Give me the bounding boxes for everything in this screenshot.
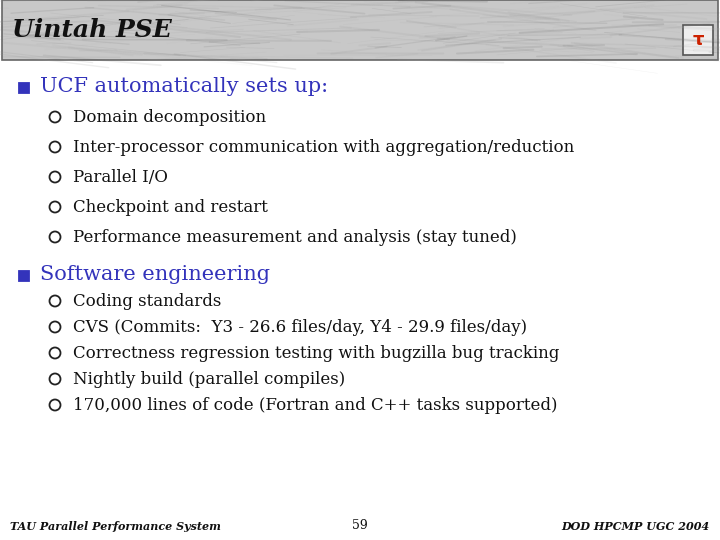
FancyBboxPatch shape: [19, 83, 29, 93]
Text: Coding standards: Coding standards: [73, 293, 221, 309]
Text: Inter-processor communication with aggregation/reduction: Inter-processor communication with aggre…: [73, 138, 575, 156]
Text: Domain decomposition: Domain decomposition: [73, 109, 266, 125]
Text: Checkpoint and restart: Checkpoint and restart: [73, 199, 268, 215]
Text: Uintah PSE: Uintah PSE: [12, 18, 172, 42]
Text: TAU Parallel Performance System: TAU Parallel Performance System: [10, 521, 221, 532]
Text: $\mathbf{\tau}$: $\mathbf{\tau}$: [691, 31, 704, 49]
Text: UCF automatically sets up:: UCF automatically sets up:: [40, 78, 328, 97]
FancyBboxPatch shape: [2, 0, 718, 60]
Text: DOD HPCMP UGC 2004: DOD HPCMP UGC 2004: [562, 521, 710, 532]
FancyBboxPatch shape: [19, 271, 29, 281]
Text: 59: 59: [352, 519, 368, 532]
Text: CVS (Commits:  Y3 - 26.6 files/day, Y4 - 29.9 files/day): CVS (Commits: Y3 - 26.6 files/day, Y4 - …: [73, 319, 527, 335]
Text: Software engineering: Software engineering: [40, 266, 270, 285]
Text: Nightly build (parallel compiles): Nightly build (parallel compiles): [73, 370, 346, 388]
Text: Correctness regression testing with bugzilla bug tracking: Correctness regression testing with bugz…: [73, 345, 559, 361]
Text: Performance measurement and analysis (stay tuned): Performance measurement and analysis (st…: [73, 228, 517, 246]
Text: 170,000 lines of code (Fortran and C++ tasks supported): 170,000 lines of code (Fortran and C++ t…: [73, 396, 557, 414]
Text: Parallel I/O: Parallel I/O: [73, 168, 168, 186]
FancyBboxPatch shape: [683, 25, 713, 55]
